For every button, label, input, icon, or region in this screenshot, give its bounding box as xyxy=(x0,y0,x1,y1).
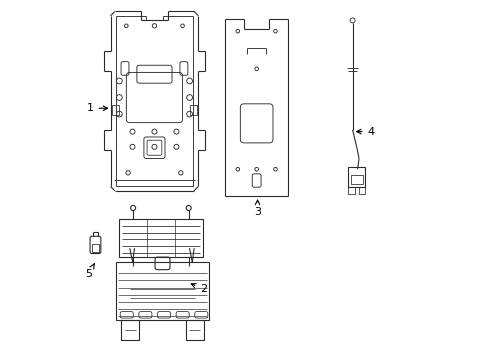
Bar xyxy=(92,244,99,252)
Bar xyxy=(190,105,196,116)
Text: 4: 4 xyxy=(357,127,375,136)
Bar xyxy=(112,105,119,116)
Bar xyxy=(122,320,139,339)
Text: 1: 1 xyxy=(87,103,108,113)
Bar xyxy=(116,262,209,320)
Text: 5: 5 xyxy=(85,264,95,279)
Bar xyxy=(359,187,366,194)
Bar xyxy=(348,167,366,187)
Bar xyxy=(348,187,355,194)
Text: 3: 3 xyxy=(254,200,261,217)
Bar xyxy=(119,220,203,257)
Bar xyxy=(186,320,204,339)
Text: 2: 2 xyxy=(191,284,207,294)
Bar xyxy=(351,175,363,184)
